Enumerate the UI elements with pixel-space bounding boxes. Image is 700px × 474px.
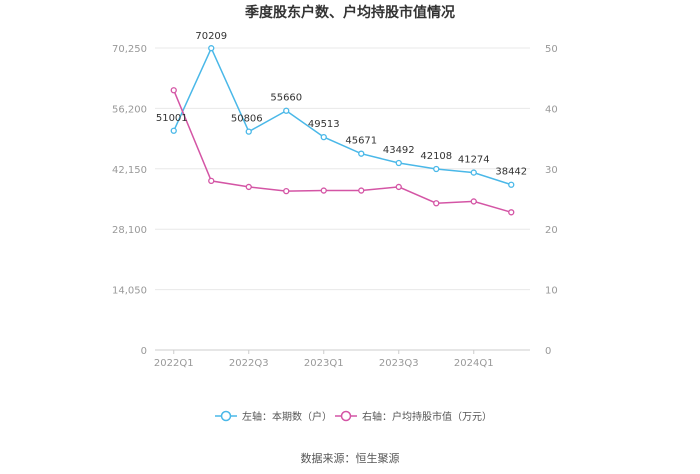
- x-tick-label: 2023Q1: [304, 358, 344, 369]
- legend[interactable]: 左轴：本期数（户） 右轴：户均持股市值（万元）: [215, 410, 492, 423]
- data-point: [433, 165, 440, 173]
- data-label: 51001: [156, 113, 188, 124]
- data-point: [320, 187, 327, 194]
- right-tick-label: 50: [545, 44, 558, 55]
- x-tick-label: 2024Q1: [454, 358, 494, 369]
- data-point: [170, 127, 177, 134]
- data-label: 38442: [495, 167, 527, 178]
- right-tick-label: 0: [545, 346, 551, 357]
- right-tick-label: 30: [545, 165, 558, 176]
- grid: [155, 47, 530, 351]
- x-axis-ticks: 2022Q1 2022Q3 2023Q1 2023Q3 2024Q1: [154, 350, 494, 369]
- data-point: [208, 45, 215, 52]
- data-point: [395, 159, 402, 167]
- legend-item[interactable]: 右轴：户均持股市值（万元）: [335, 410, 492, 423]
- data-point: [433, 200, 440, 207]
- series-lines: [170, 45, 515, 216]
- right-tick-label: 40: [545, 104, 558, 115]
- data-point: [245, 183, 252, 191]
- data-label: 43492: [383, 145, 415, 156]
- data-point: [358, 150, 365, 157]
- data-point: [208, 177, 215, 185]
- series-line: [173, 90, 512, 214]
- data-label: 41274: [458, 155, 490, 166]
- data-label: 50806: [231, 114, 263, 125]
- data-point: [470, 198, 477, 205]
- data-point: [470, 169, 477, 176]
- data-point: [283, 187, 290, 195]
- left-tick-label: 56,200: [112, 104, 147, 115]
- legend-label: 左轴：本期数（户）: [242, 410, 332, 423]
- left-tick-label: 42,150: [112, 165, 147, 176]
- legend-label: 右轴：户均持股市值（万元）: [362, 410, 492, 423]
- data-label: 70209: [195, 31, 227, 42]
- x-tick-label: 2023Q3: [379, 358, 419, 369]
- data-point: [170, 87, 177, 94]
- data-point: [283, 107, 290, 114]
- data-point: [245, 128, 252, 135]
- right-tick-label: 10: [545, 286, 558, 297]
- data-labels: 51001 70209 50806 55660 49513 45671 43492 42108…: [156, 31, 527, 178]
- left-axis-ticks: 0 14,050 28,100 42,150 56,200 70,250: [112, 44, 147, 357]
- data-label: 55660: [270, 93, 302, 104]
- chart-title: 季度股东户数、户均持股市值情况: [244, 4, 455, 21]
- legend-item[interactable]: 左轴：本期数（户）: [215, 410, 332, 423]
- data-label: 42108: [420, 151, 452, 162]
- data-point: [508, 209, 515, 216]
- legend-marker: [220, 410, 232, 422]
- left-tick-label: 28,100: [112, 225, 147, 236]
- data-label: 49513: [308, 119, 340, 130]
- data-point: [320, 133, 327, 141]
- x-tick-label: 2022Q1: [154, 358, 194, 369]
- right-tick-label: 20: [545, 225, 558, 236]
- data-label: 45671: [345, 136, 377, 147]
- data-point: [358, 187, 365, 194]
- data-point: [395, 183, 402, 191]
- left-tick-label: 0: [141, 346, 147, 357]
- source-note: 数据来源：恒生聚源: [301, 451, 400, 465]
- left-tick-label: 70,250: [112, 44, 147, 55]
- data-point: [508, 181, 515, 188]
- left-tick-label: 14,050: [112, 286, 147, 297]
- x-tick-label: 2022Q3: [229, 358, 269, 369]
- right-axis-ticks: 0 10 20 30 40 50: [545, 44, 558, 357]
- legend-marker: [340, 410, 352, 422]
- series-line: [173, 46, 512, 186]
